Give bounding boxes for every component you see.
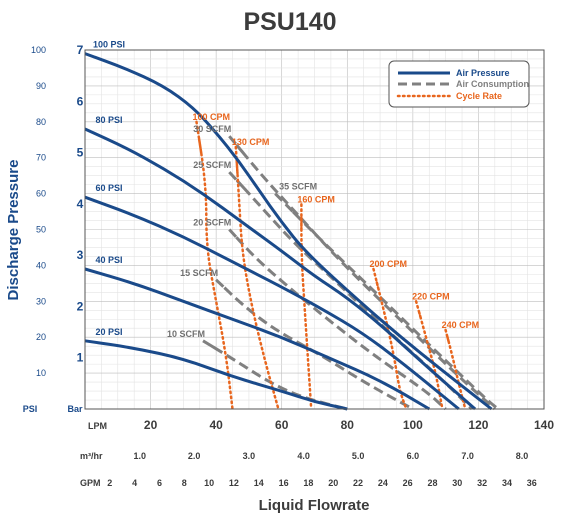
x-tick-gpm: 26: [403, 478, 413, 488]
series-100-psi: [84, 52, 493, 411]
series-label-35-scfm: 35 SCFM: [279, 182, 317, 192]
x-tick-gpm: 2: [107, 478, 112, 488]
x-tick-gpm: 4: [132, 478, 137, 488]
series-160-cpm: [300, 203, 313, 411]
y-tick-psi: 50: [36, 225, 46, 235]
y-tick-psi: 70: [36, 153, 46, 163]
series-label-160-cpm: 160 CPM: [297, 194, 335, 204]
series-label-10-scfm: 10 SCFM: [167, 329, 205, 339]
x-unit-m3hr: m³/hr: [80, 451, 103, 461]
x-tick-gpm: 18: [303, 478, 313, 488]
x-tick-lpm: 20: [144, 418, 158, 432]
y-tick-psi: 80: [36, 117, 46, 127]
x-tick-m3hr: 1.0: [133, 451, 146, 461]
x-tick-gpm: 28: [427, 478, 437, 488]
x-unit-lpm: LPM: [88, 421, 107, 431]
x-tick-gpm: 20: [328, 478, 338, 488]
y-tick-psi: 20: [36, 332, 46, 342]
y-tick-psi: 40: [36, 260, 46, 270]
x-tick-m3hr: 5.0: [352, 451, 365, 461]
y-tick-bar: 5: [77, 146, 84, 160]
x-tick-lpm: 60: [275, 418, 289, 432]
series-label-60-psi: 60 PSI: [95, 183, 122, 193]
series-20-psi: [84, 339, 348, 411]
series-25-scfm: [228, 171, 473, 411]
x-tick-lpm: 80: [341, 418, 355, 432]
y-tick-psi: 60: [36, 189, 46, 199]
series-80-psi: [84, 127, 477, 411]
series-label-20-scfm: 20 SCFM: [193, 218, 231, 228]
series-label-100-psi: 100 PSI: [93, 40, 125, 50]
series-15-scfm: [215, 278, 414, 411]
x-tick-gpm: 8: [182, 478, 187, 488]
legend-label-cycle-rate: Cycle Rate: [456, 91, 502, 101]
series-100-cpm: [195, 120, 234, 411]
x-tick-gpm: 14: [254, 478, 264, 488]
x-tick-gpm: 36: [527, 478, 537, 488]
x-tick-m3hr: 2.0: [188, 451, 201, 461]
x-tick-m3hr: 6.0: [407, 451, 420, 461]
y-tick-psi: 90: [36, 81, 46, 91]
x-tick-gpm: 24: [378, 478, 388, 488]
y-tick-psi: 10: [36, 368, 46, 378]
x-tick-lpm: 40: [209, 418, 223, 432]
x-tick-gpm: 30: [452, 478, 462, 488]
series-label-15-scfm: 15 SCFM: [180, 268, 218, 278]
x-tick-m3hr: 4.0: [297, 451, 310, 461]
x-unit-gpm: GPM: [80, 478, 101, 488]
series-label-25-scfm: 25 SCFM: [193, 160, 231, 170]
y-tick-bar: 7: [77, 43, 84, 57]
x-tick-gpm: 34: [502, 478, 512, 488]
y-tick-bar: 4: [77, 197, 84, 211]
chart-title: PSU140: [243, 8, 336, 36]
grid: [84, 49, 545, 410]
series-label-200-cpm: 200 CPM: [370, 259, 408, 269]
series-label-220-cpm: 220 CPM: [412, 291, 450, 301]
series-10-scfm: [202, 339, 348, 411]
x-tick-gpm: 16: [279, 478, 289, 488]
legend-label-air-consumption: Air Consumption: [456, 79, 529, 89]
plot-frame: [84, 49, 545, 410]
y-tick-psi: 30: [36, 296, 46, 306]
y-tick-bar: 3: [77, 248, 84, 262]
series-layer: [84, 52, 500, 411]
series-130-cpm: [234, 145, 280, 411]
x-tick-lpm: 120: [468, 418, 488, 432]
y-tick-bar: 1: [77, 351, 84, 365]
x-tick-gpm: 22: [353, 478, 363, 488]
x-tick-lpm: 100: [403, 418, 423, 432]
x-tick-m3hr: 8.0: [516, 451, 529, 461]
y-axis-title: Discharge Pressure: [5, 160, 22, 301]
series-label-100-cpm: 100 CPM: [192, 112, 230, 122]
x-tick-gpm: 32: [477, 478, 487, 488]
y-tick-psi: 100: [31, 45, 46, 55]
series-label-20-psi: 20 PSI: [95, 327, 122, 337]
y-unit-psi: PSI: [23, 404, 38, 414]
x-tick-m3hr: 7.0: [461, 451, 474, 461]
series-60-psi: [84, 195, 460, 411]
x-tick-m3hr: 3.0: [243, 451, 256, 461]
x-tick-lpm: 140: [534, 418, 554, 432]
x-tick-gpm: 6: [157, 478, 162, 488]
series-200-cpm: [372, 267, 408, 411]
series-label-240-cpm: 240 CPM: [442, 320, 480, 330]
y-unit-bar: Bar: [67, 404, 83, 414]
x-axis-title: Liquid Flowrate: [259, 497, 370, 514]
x-tick-gpm: 12: [229, 478, 239, 488]
legend: Air Pressure Air Consumption Cycle Rate: [388, 60, 530, 108]
series-label-130-cpm: 130 CPM: [232, 137, 270, 147]
series-35-scfm: [274, 192, 500, 411]
series-label-30-scfm: 30 SCFM: [193, 124, 231, 134]
series-40-psi: [84, 267, 431, 411]
y-tick-bar: 6: [77, 94, 84, 108]
series-label-80-psi: 80 PSI: [95, 115, 122, 125]
x-tick-gpm: 10: [204, 478, 214, 488]
legend-label-air-pressure: Air Pressure: [456, 68, 510, 78]
series-label-40-psi: 40 PSI: [95, 255, 122, 265]
labels-layer: 100 PSI 80 PSI 60 PSI 40 PSI 20 PSI 10 SCFM 15…: [93, 40, 479, 339]
y-tick-bar: 2: [77, 299, 84, 313]
